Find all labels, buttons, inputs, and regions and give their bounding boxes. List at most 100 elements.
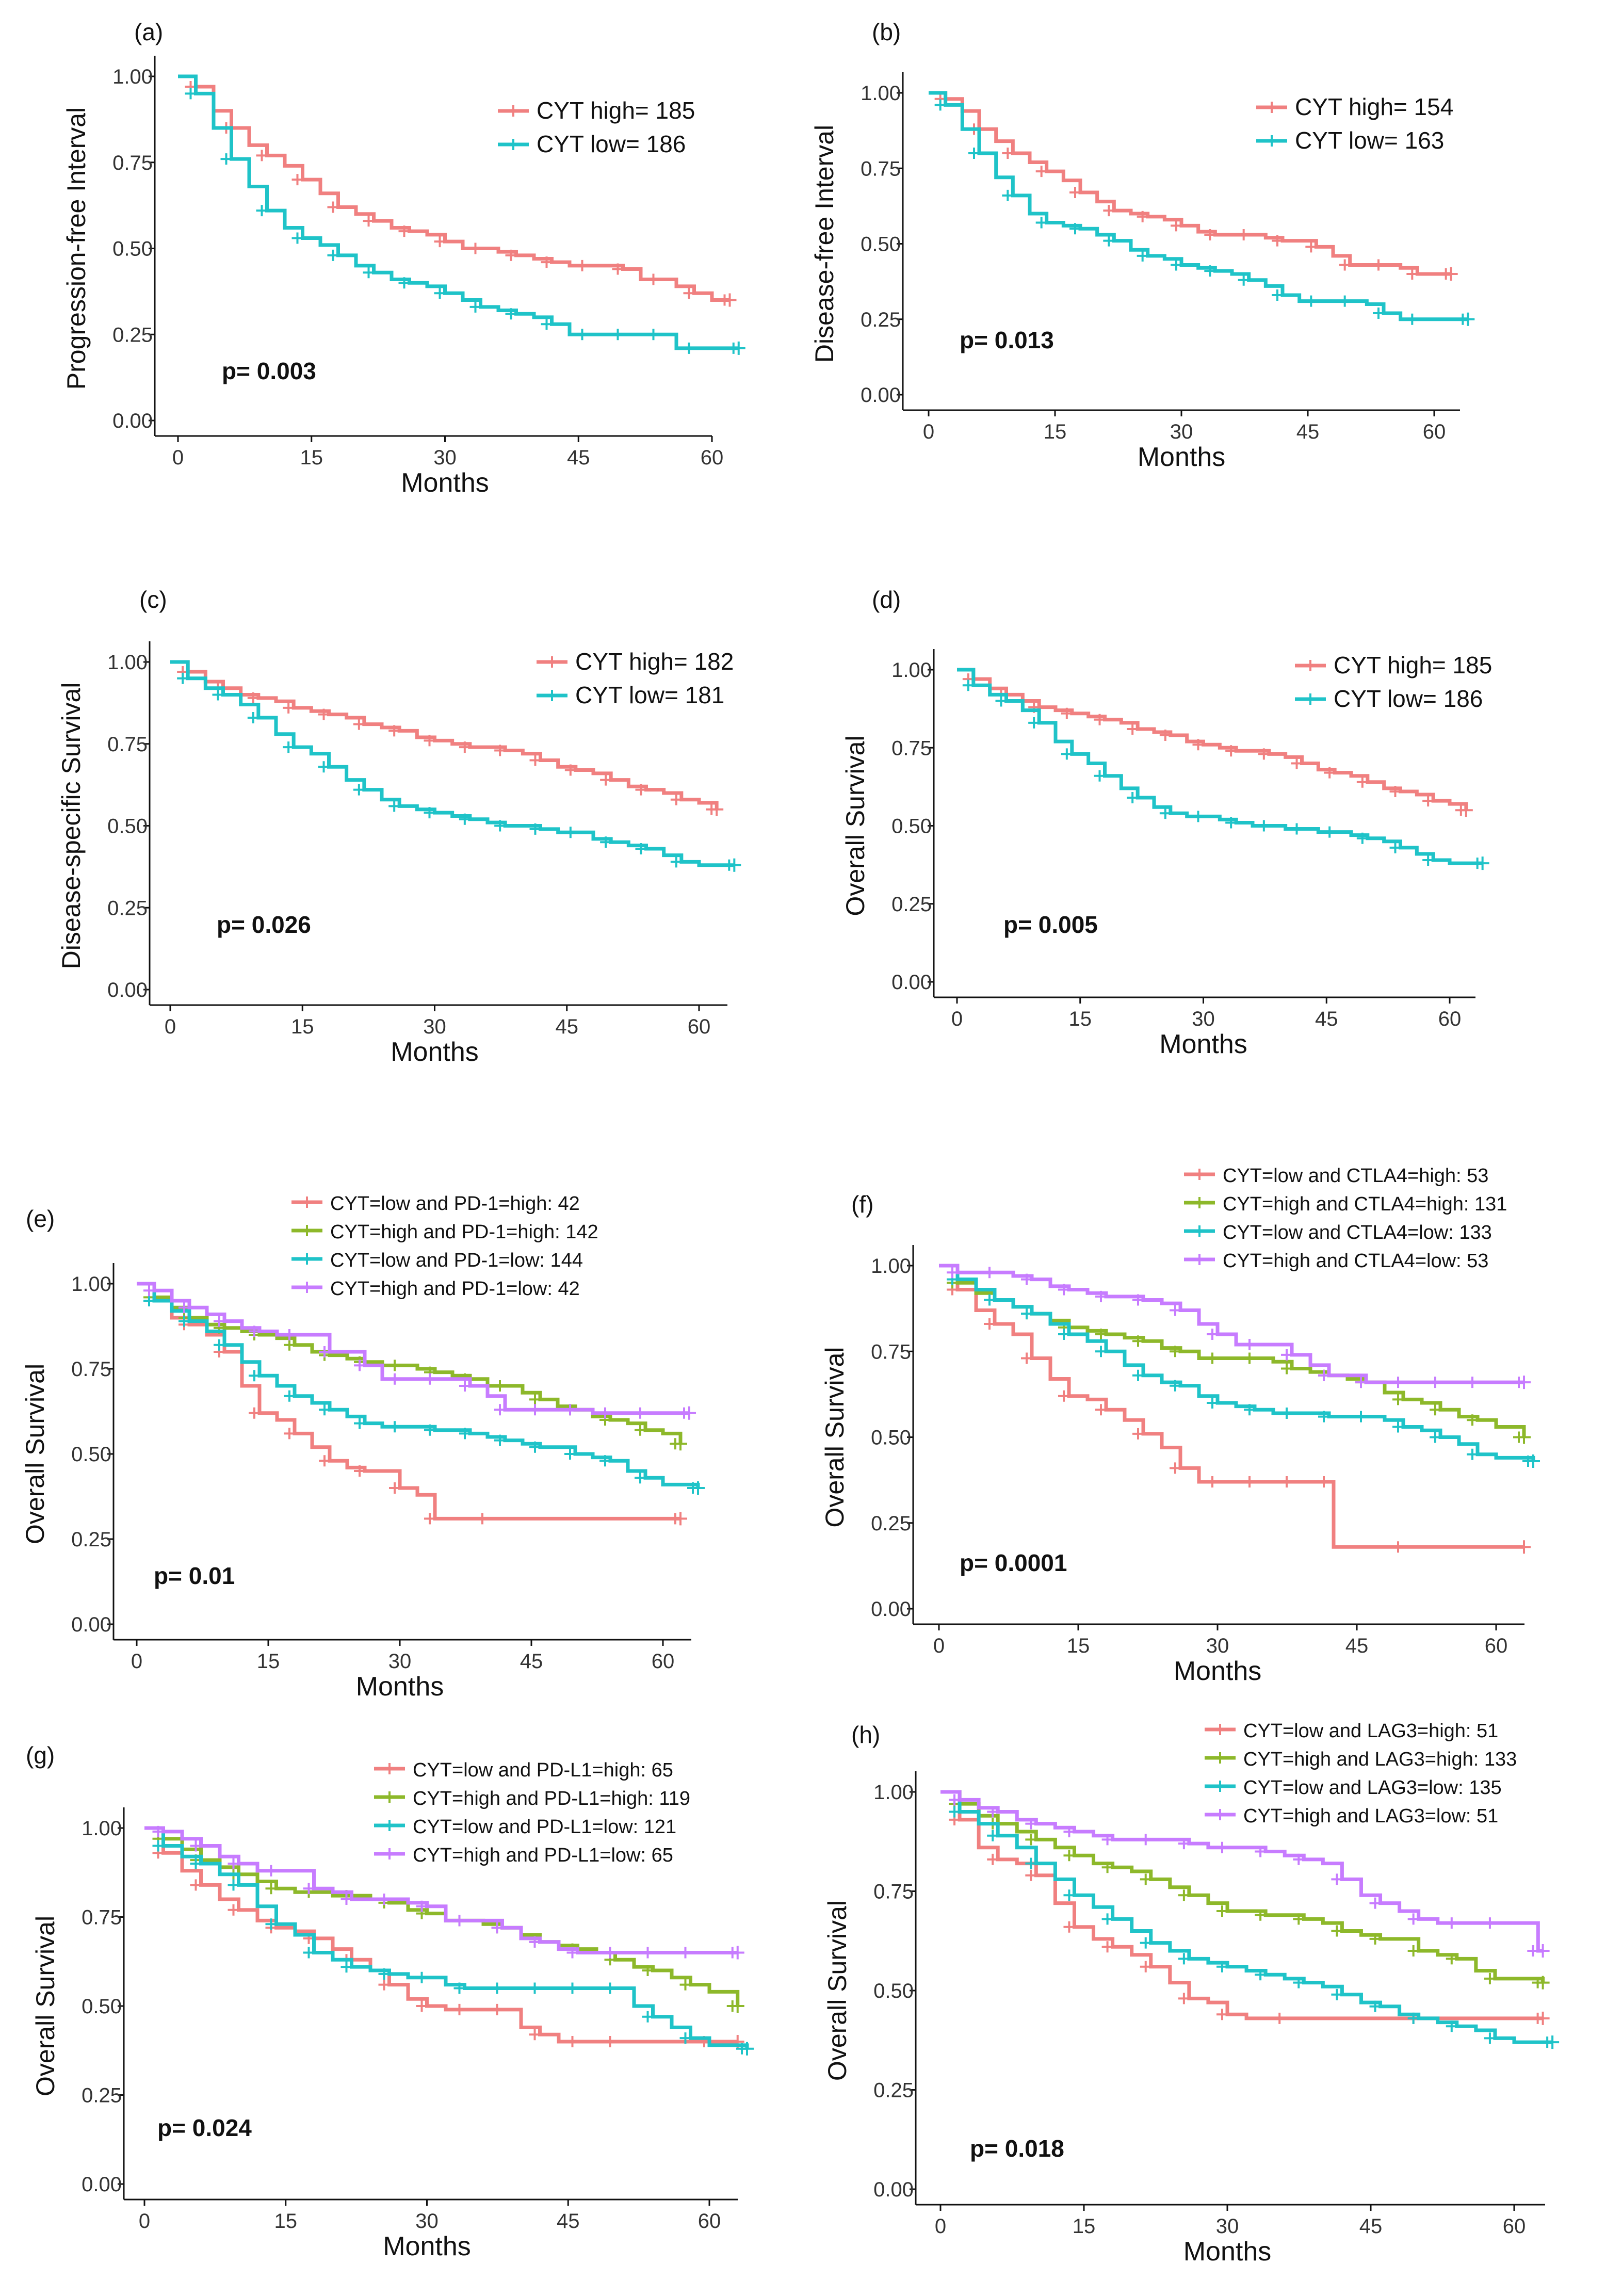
censor-mark: [459, 741, 471, 753]
censor-mark: [1170, 1380, 1181, 1392]
x-tick-label: 45: [1345, 1635, 1369, 1657]
y-tick-label: 0.50: [871, 1427, 911, 1449]
y-tick-label: 0.00: [861, 384, 901, 407]
censor-mark: [416, 1971, 428, 1983]
x-tick-label: 0: [923, 421, 934, 443]
x-tick-label: 0: [131, 1650, 142, 1673]
p-value-label: p= 0.005: [1003, 911, 1098, 938]
censor-mark: [1140, 1937, 1151, 1949]
censor-mark: [1171, 220, 1182, 232]
x-tick-label: 30: [415, 2210, 439, 2233]
censor-mark: [564, 1448, 576, 1460]
censor-mark: [303, 1883, 315, 1895]
censor-mark: [1140, 1834, 1151, 1846]
y-tick-label: 0.25: [871, 1512, 911, 1535]
censor-mark: [1244, 1404, 1255, 1416]
censor-mark: [1407, 2012, 1419, 2024]
censor-mark: [1318, 1411, 1329, 1422]
x-tick-label: 30: [1206, 1635, 1229, 1657]
x-tick-label: 60: [652, 1650, 675, 1673]
panel-label: (h): [851, 1721, 880, 1748]
y-tick-label: 0.00: [891, 971, 932, 994]
censor-mark: [424, 1373, 435, 1385]
censor-mark: [1178, 1993, 1190, 2004]
panel-label: (c): [139, 586, 167, 613]
y-axis-title: Overall Survival: [841, 735, 870, 916]
censor-mark: [1094, 714, 1106, 725]
censor-mark: [1025, 1857, 1037, 1869]
censor-mark: [1517, 1540, 1531, 1554]
censor-mark: [1207, 1476, 1218, 1487]
censor-mark: [494, 1380, 506, 1392]
censor-mark: [1356, 776, 1368, 788]
censor-mark: [1281, 1407, 1292, 1419]
censor-mark: [566, 1982, 578, 1994]
censor-mark: [674, 1437, 687, 1451]
legend-censor-mark: [1194, 1254, 1205, 1265]
x-tick-label: 60: [701, 446, 724, 469]
censor-mark: [1467, 1377, 1478, 1388]
censor-mark: [731, 1999, 744, 2013]
censor-mark: [1132, 1428, 1144, 1440]
censor-mark: [459, 1380, 471, 1392]
censor-mark: [363, 267, 375, 279]
censor-mark: [424, 735, 435, 747]
censor-mark: [340, 1894, 352, 1905]
x-tick-label: 0: [935, 2215, 946, 2238]
x-tick-label: 15: [257, 1650, 280, 1673]
x-tick-label: 0: [139, 2210, 150, 2233]
censor-mark: [1369, 1897, 1381, 1909]
y-tick-label: 1.00: [861, 82, 901, 105]
legend-entry: CYT=low and LAG3=high: 51: [1243, 1720, 1498, 1742]
censor-mark: [1461, 312, 1475, 326]
censor-mark: [389, 1482, 400, 1494]
censor-mark: [968, 148, 980, 159]
p-value-label: p= 0.01: [154, 1562, 235, 1589]
censor-mark: [1170, 1304, 1181, 1316]
censor-mark: [469, 242, 481, 254]
censor-mark: [1281, 1349, 1292, 1361]
panel-label: (a): [134, 19, 163, 45]
censor-mark: [604, 1947, 616, 1959]
censor-mark: [731, 1946, 744, 1960]
km-curve-1: [178, 74, 730, 302]
censor-mark: [477, 1513, 488, 1525]
legend-censor-mark: [301, 1253, 313, 1265]
censor-mark: [1446, 1917, 1457, 1929]
censor-mark: [1207, 1329, 1218, 1340]
x-tick-label: 45: [1315, 1008, 1338, 1030]
censor-mark: [179, 1302, 190, 1314]
censor-mark: [190, 1858, 202, 1869]
legend-censor-mark: [1305, 660, 1316, 671]
x-tick-label: 60: [1438, 1008, 1462, 1030]
legend-censor-mark: [1214, 1724, 1226, 1735]
censor-mark: [1058, 1284, 1069, 1296]
censor-mark: [1324, 826, 1336, 838]
censor-mark: [1002, 148, 1014, 159]
censor-mark: [1517, 1430, 1531, 1444]
censor-mark: [529, 1982, 541, 1994]
y-tick-label: 0.50: [82, 1995, 122, 2018]
censor-mark: [679, 1979, 691, 1991]
censor-mark: [635, 1407, 646, 1419]
censor-mark: [1132, 1369, 1144, 1381]
censor-mark: [642, 2011, 654, 2023]
y-tick-label: 0.75: [82, 1906, 122, 1929]
x-tick-label: 30: [1216, 2215, 1239, 2238]
censor-mark: [1293, 1853, 1305, 1865]
panel-label: (e): [26, 1205, 55, 1232]
censor-mark: [1274, 2012, 1286, 2024]
censor-mark: [228, 1904, 239, 1916]
legend-censor-mark: [508, 105, 519, 117]
censor-mark: [505, 249, 517, 261]
censor-mark: [1527, 1454, 1540, 1468]
censor-mark: [388, 800, 400, 812]
legend-entry: CYT=low and CTLA4=low: 133: [1223, 1222, 1492, 1243]
censor-mark: [683, 342, 695, 354]
censor-mark: [389, 1373, 400, 1385]
chart-panel-b: (b) 0.00 0.25 0.50 0.75 1.00 0 15 30 45 60 Months Di…: [810, 19, 1475, 472]
censor-mark: [319, 1455, 330, 1467]
censor-mark: [1101, 1834, 1113, 1846]
censor-mark: [1546, 2035, 1560, 2049]
